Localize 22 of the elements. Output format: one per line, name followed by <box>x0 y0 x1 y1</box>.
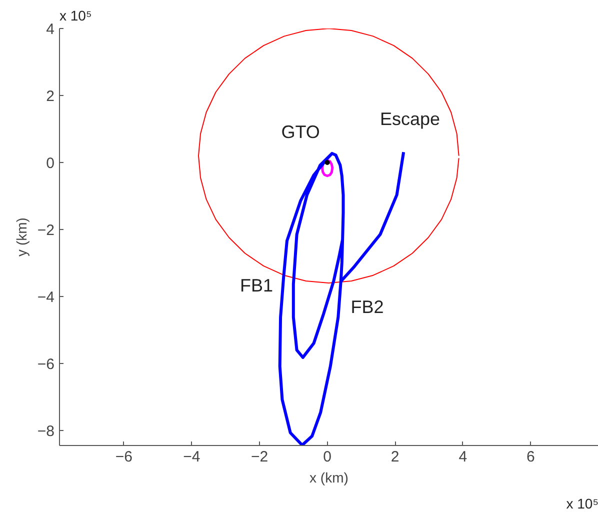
y-tick-label: −2 <box>37 222 55 239</box>
annotation: FB1 <box>240 275 273 296</box>
text: x 10⁵ <box>566 496 598 512</box>
y-tick-label: −8 <box>37 422 55 440</box>
annotation: GTO <box>281 122 320 142</box>
y-tick-label: −6 <box>37 356 55 373</box>
x-tick-label: 0 <box>323 448 332 466</box>
x-tick-label: 2 <box>390 448 400 466</box>
text: x 10⁵ <box>60 8 92 24</box>
x-tick-label: 4 <box>458 448 468 466</box>
annotation: FB2 <box>350 297 384 318</box>
x-tick-label: 6 <box>526 448 535 466</box>
y-tick-label: 4 <box>46 21 54 38</box>
x-axis-title: x (km) <box>310 470 348 486</box>
y-axis-title: y (km) <box>13 218 30 256</box>
y-tick-label: 2 <box>46 88 54 105</box>
x-tick-label: −2 <box>250 448 268 466</box>
y-tick-label: 0 <box>46 154 54 172</box>
x-tick-label: −4 <box>183 448 200 466</box>
x-tick-label: −6 <box>115 448 132 466</box>
y-tick-label: −4 <box>37 288 55 306</box>
annotation: Escape <box>380 108 440 129</box>
